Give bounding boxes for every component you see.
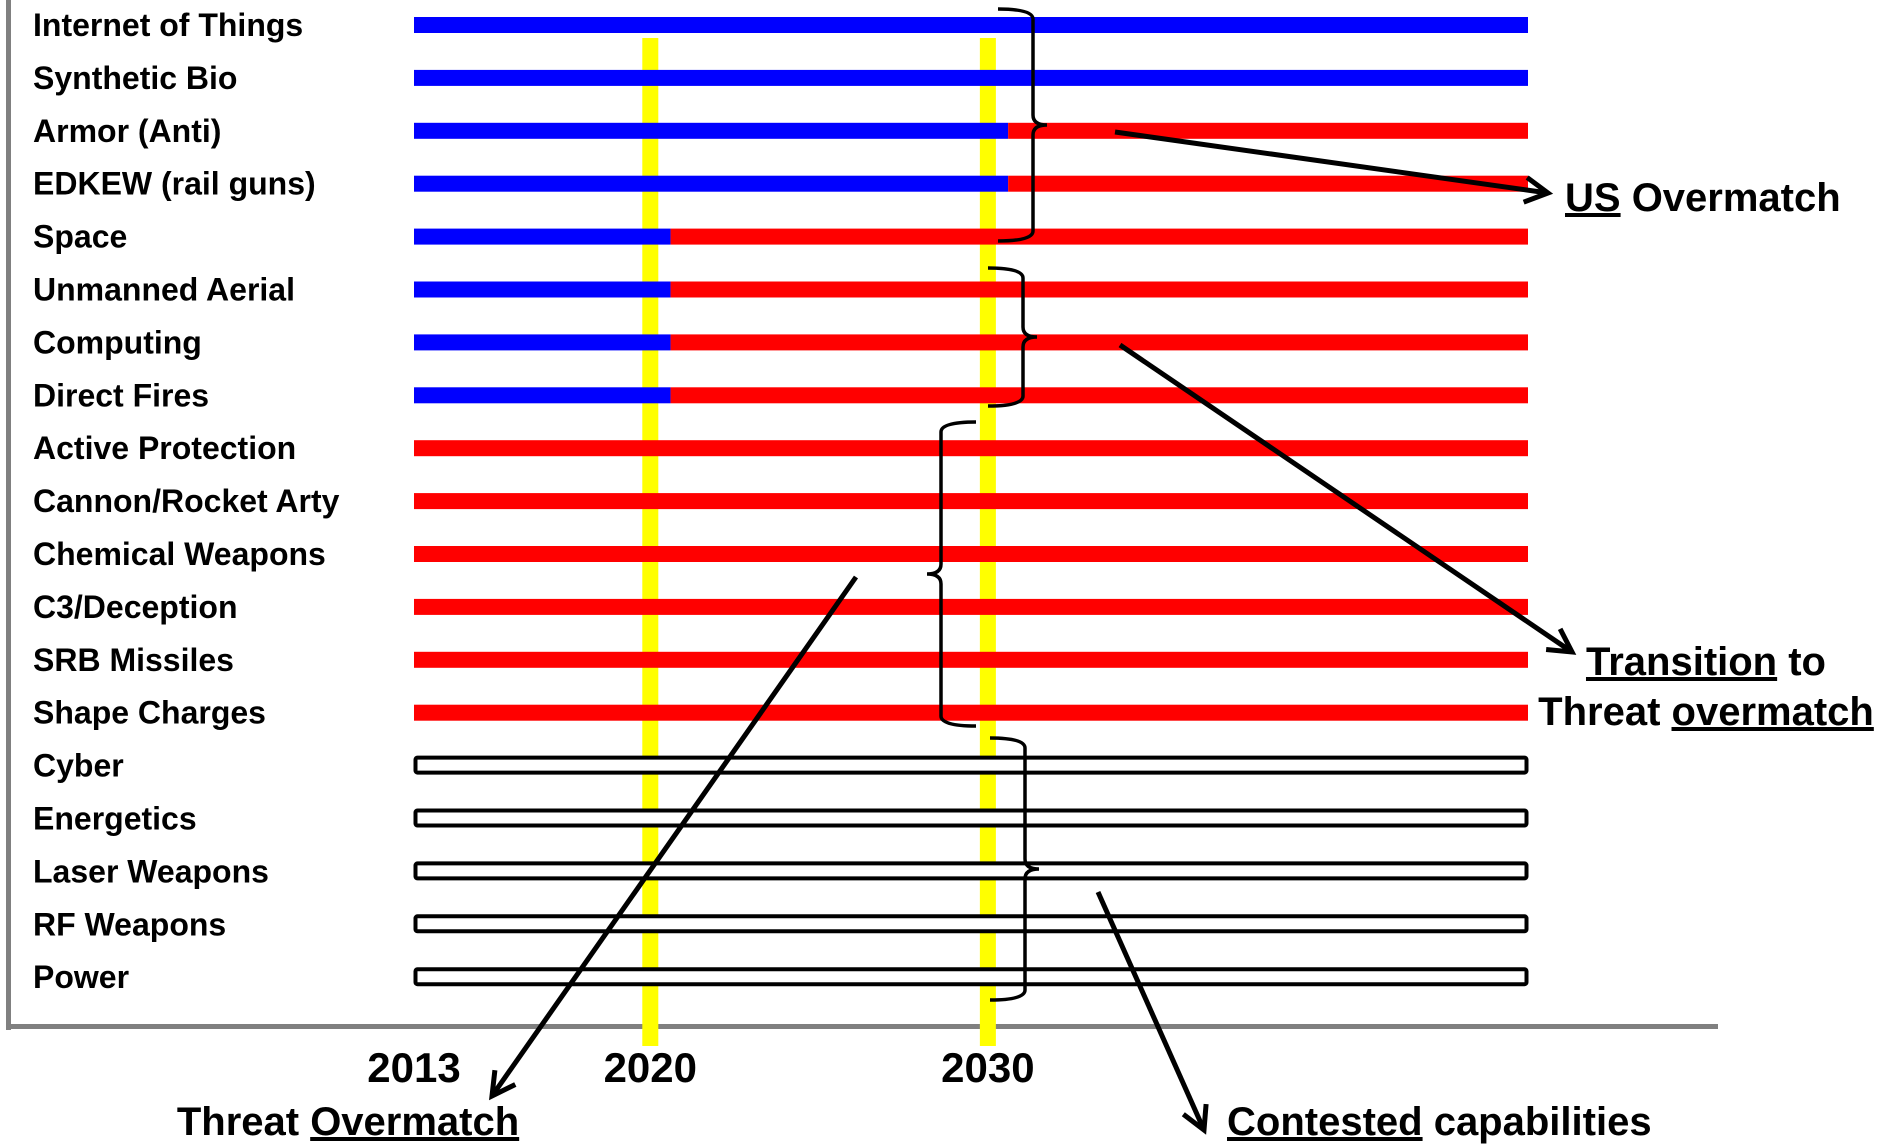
row-label: Energetics bbox=[33, 801, 197, 837]
annotation-contested: Contested capabilities bbox=[1227, 1100, 1652, 1144]
annotation-text: Threat bbox=[1538, 690, 1671, 734]
brace-threat-overmatch bbox=[926, 420, 977, 728]
grouping-braces bbox=[926, 7, 1048, 1002]
bar-segment-threat bbox=[670, 228, 1528, 245]
brace-us-overmatch bbox=[997, 7, 1048, 243]
row-label: Power bbox=[33, 959, 129, 995]
row-label: Synthetic Bio bbox=[33, 60, 237, 96]
bar-segment-threat bbox=[1008, 175, 1528, 192]
callout-annotations: US Overmatch Transition to Threat overmatc… bbox=[177, 176, 1874, 1144]
arrow-shaft bbox=[1114, 129, 1549, 196]
bar-segment-contested bbox=[413, 914, 1529, 934]
row-label: Cyber bbox=[33, 748, 124, 784]
row-label: RF Weapons bbox=[33, 906, 226, 942]
arrow-contested bbox=[1095, 890, 1209, 1135]
bar-segment-threat bbox=[670, 387, 1528, 404]
annotation-text: to bbox=[1777, 640, 1826, 684]
capability-labels: Internet of Things Synthetic Bio Armor (An… bbox=[33, 7, 340, 995]
brace-transition bbox=[987, 266, 1038, 408]
bar-segment-threat bbox=[414, 440, 1528, 457]
row-label: Unmanned Aerial bbox=[33, 272, 295, 308]
row-label: Laser Weapons bbox=[33, 853, 269, 889]
bar-segment-contested bbox=[413, 967, 1529, 987]
row-label: Active Protection bbox=[33, 430, 296, 466]
arrow-shaft bbox=[489, 575, 859, 1098]
annotation-text: Contested bbox=[1227, 1100, 1423, 1144]
annotation-text: US bbox=[1565, 176, 1621, 220]
annotation-text: capabilities bbox=[1423, 1100, 1652, 1144]
frame-bottom-rule bbox=[6, 1024, 1718, 1029]
annotation-threat-overmatch: Threat Overmatch bbox=[177, 1100, 519, 1144]
arrow-shaft bbox=[1118, 342, 1574, 655]
annotation-transition-line2: Threat overmatch bbox=[1538, 690, 1874, 734]
bar-segment-us bbox=[414, 17, 1528, 33]
arrow-us-overmatch bbox=[1114, 129, 1554, 205]
arrow-transition bbox=[1118, 342, 1577, 655]
year-tick-labels: 2013 2020 2030 bbox=[367, 1044, 1034, 1091]
bar-segment-us bbox=[414, 175, 1009, 192]
row-label: Direct Fires bbox=[33, 377, 209, 413]
arrow-head bbox=[1522, 175, 1554, 205]
bar-segment-threat bbox=[670, 334, 1528, 351]
bar-segment-threat bbox=[1008, 122, 1528, 139]
row-label: Computing bbox=[33, 324, 202, 360]
bar-segment-threat bbox=[414, 493, 1528, 510]
arrow-head bbox=[1545, 627, 1577, 655]
bar-segment-contested bbox=[413, 861, 1529, 881]
bar-segment-us bbox=[414, 334, 671, 351]
row-label: C3/Deception bbox=[33, 589, 237, 625]
bar-segment-threat bbox=[414, 546, 1528, 562]
row-label: Space bbox=[33, 219, 127, 255]
frame-left-rule bbox=[6, 0, 11, 1030]
row-label: Chemical Weapons bbox=[33, 536, 326, 572]
annotation-us-overmatch: US Overmatch bbox=[1565, 176, 1841, 220]
bar-segment-contested bbox=[413, 755, 1529, 775]
bar-segment-threat bbox=[414, 704, 1528, 721]
arrow-head bbox=[1181, 1103, 1209, 1135]
capability-bars bbox=[413, 17, 1529, 987]
annotation-text: Overmatch bbox=[1621, 176, 1841, 220]
bar-segment-us bbox=[414, 387, 671, 404]
bar-segment-threat bbox=[670, 281, 1528, 298]
annotation-transition-line1: Transition to bbox=[1586, 640, 1826, 684]
bar-segment-contested bbox=[413, 808, 1529, 828]
row-label: Shape Charges bbox=[33, 695, 266, 731]
bar-segment-us bbox=[414, 281, 671, 298]
bar-segment-us bbox=[414, 122, 1009, 139]
arrow-shaft bbox=[1095, 890, 1207, 1132]
annotation-text: Transition bbox=[1586, 640, 1777, 684]
row-label: SRB Missiles bbox=[33, 642, 234, 678]
row-label: Armor (Anti) bbox=[33, 113, 221, 149]
row-label: Internet of Things bbox=[33, 7, 303, 43]
annotation-text: Threat bbox=[177, 1100, 310, 1144]
year-tick-label: 2030 bbox=[941, 1044, 1034, 1091]
year-tick-label: 2020 bbox=[604, 1044, 697, 1091]
brace-contested bbox=[989, 736, 1040, 1002]
arrow-threat-overmatch bbox=[489, 575, 859, 1101]
arrow-head bbox=[489, 1069, 517, 1101]
bar-segment-threat bbox=[414, 598, 1528, 615]
row-label: Cannon/Rocket Arty bbox=[33, 483, 340, 519]
row-label: EDKEW (rail guns) bbox=[33, 166, 316, 202]
annotation-text: overmatch bbox=[1672, 690, 1874, 734]
chart-frame bbox=[6, 0, 1718, 1030]
bar-segment-us bbox=[414, 228, 671, 245]
bar-segment-us bbox=[414, 69, 1528, 86]
year-tick-label: 2013 bbox=[367, 1044, 460, 1091]
bar-segment-threat bbox=[414, 651, 1528, 668]
callout-arrows bbox=[489, 129, 1577, 1135]
annotation-text: Overmatch bbox=[310, 1100, 519, 1144]
